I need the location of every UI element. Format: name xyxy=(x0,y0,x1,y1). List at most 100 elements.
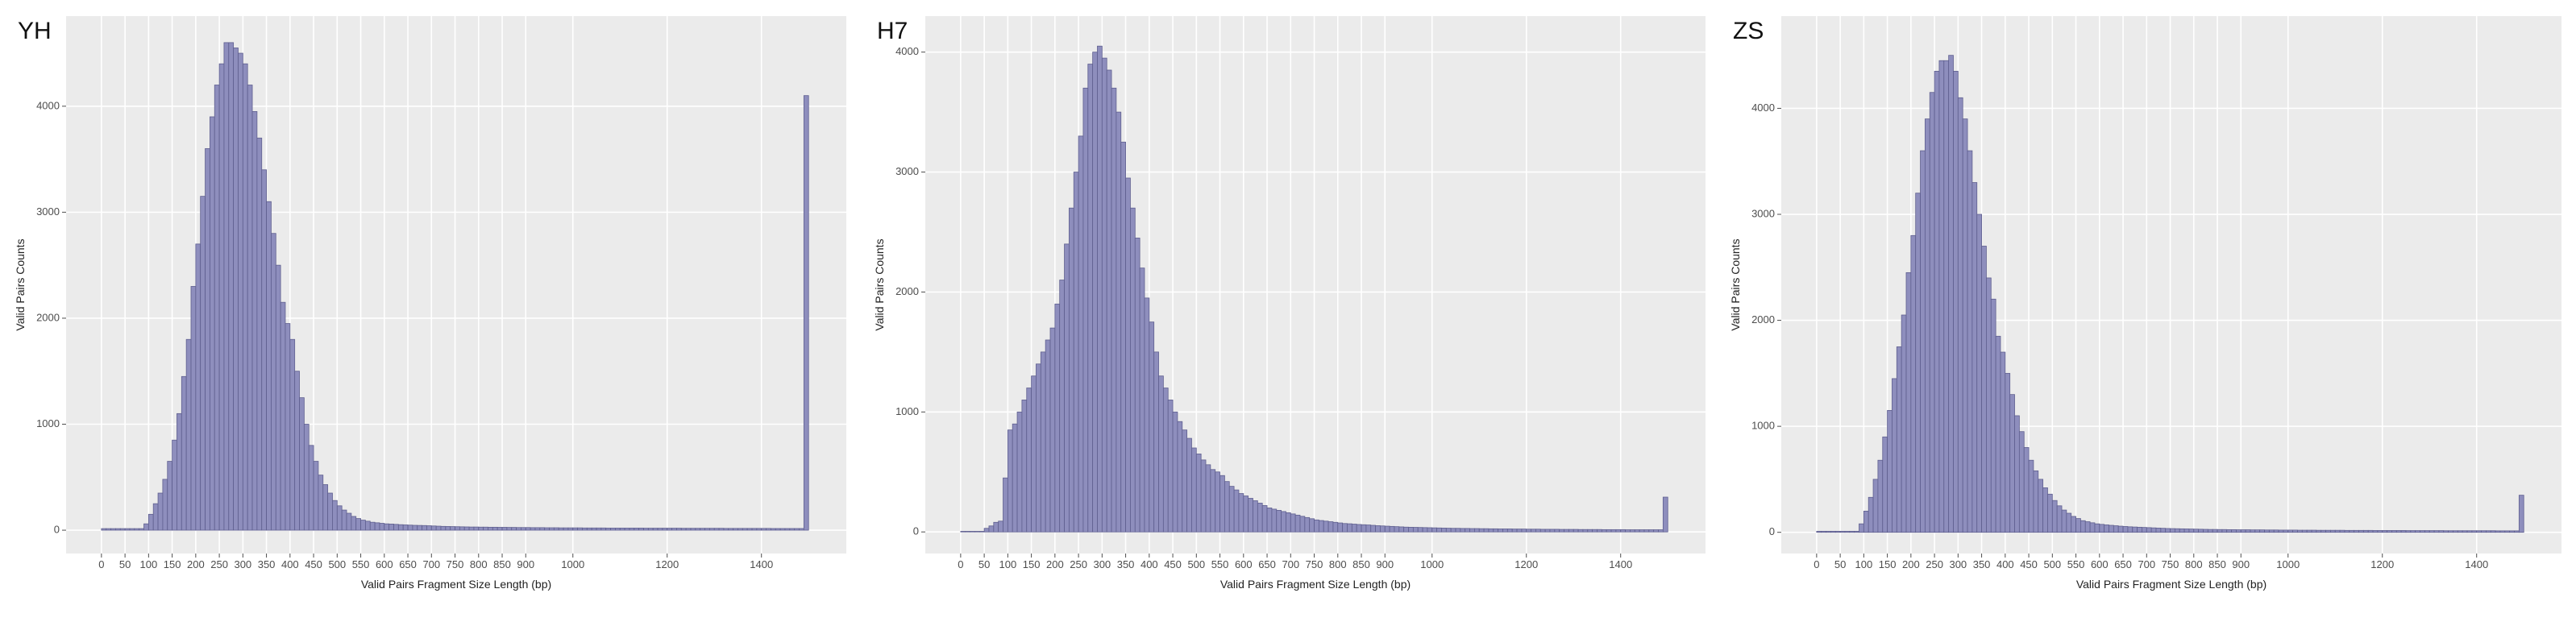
bar xyxy=(2264,529,2270,533)
bar xyxy=(2226,529,2232,533)
bar xyxy=(157,492,164,531)
bar xyxy=(468,526,475,531)
bar xyxy=(1092,52,1098,533)
bar xyxy=(558,527,564,531)
bar xyxy=(1195,454,1202,533)
bar xyxy=(2509,530,2515,533)
x-axis-title: Valid Pairs Fragment Size Length (bp) xyxy=(361,578,551,591)
bar xyxy=(605,528,611,531)
bar xyxy=(1962,118,1968,533)
bar xyxy=(1380,525,1386,533)
bar xyxy=(1981,246,1987,533)
bar xyxy=(2391,530,2397,533)
bar xyxy=(1134,238,1141,533)
bar xyxy=(1568,529,1574,533)
bar xyxy=(2217,529,2223,533)
bar xyxy=(756,528,762,531)
bar xyxy=(2424,530,2430,533)
bar xyxy=(1573,529,1579,533)
x-tick-label: 1200 xyxy=(1514,558,1538,570)
bar xyxy=(2453,530,2458,533)
bar xyxy=(1615,529,1622,533)
x-tick-label: 250 xyxy=(1926,558,1943,570)
y-axis-title: Valid Pairs Counts xyxy=(873,238,886,330)
bar xyxy=(1021,400,1028,533)
bar xyxy=(779,528,786,531)
bar xyxy=(1839,530,1846,533)
bar xyxy=(1266,508,1273,533)
bar xyxy=(1394,526,1400,533)
x-tick-label: 800 xyxy=(1329,558,1347,570)
bar xyxy=(1967,150,1973,533)
bar xyxy=(2146,527,2152,533)
bar xyxy=(1892,378,1897,533)
bar xyxy=(1896,346,1902,533)
bar xyxy=(1294,514,1301,533)
bar xyxy=(445,526,451,531)
bar xyxy=(2415,530,2420,533)
bar xyxy=(771,528,776,531)
bar xyxy=(369,521,376,531)
bar xyxy=(351,516,357,531)
bar xyxy=(1059,280,1065,533)
bar xyxy=(134,528,140,531)
panel-title: H7 xyxy=(877,18,908,44)
bar xyxy=(1172,411,1178,533)
bar xyxy=(2051,500,2058,533)
x-tick-label: 700 xyxy=(1282,558,1299,570)
bar xyxy=(1483,528,1490,533)
bar xyxy=(2367,529,2374,533)
bar xyxy=(473,526,480,531)
bar xyxy=(2250,529,2256,533)
bar xyxy=(2518,495,2524,533)
bar xyxy=(1375,525,1381,533)
x-tick-label: 1200 xyxy=(655,558,679,570)
bar xyxy=(784,528,791,531)
bar xyxy=(2429,530,2435,533)
bar xyxy=(2113,525,2119,533)
bar xyxy=(2240,529,2246,533)
bar xyxy=(1162,388,1169,533)
bar xyxy=(214,85,220,531)
bar xyxy=(1493,528,1499,533)
bar xyxy=(615,528,621,531)
x-tick-label: 700 xyxy=(422,558,440,570)
bar xyxy=(723,528,729,531)
bar xyxy=(1290,513,1296,533)
bar xyxy=(1521,529,1527,533)
bar xyxy=(2028,459,2034,533)
bar xyxy=(2457,530,2463,533)
x-tick-label: 300 xyxy=(234,558,251,570)
bar xyxy=(1078,135,1084,533)
bar xyxy=(960,531,966,533)
bar xyxy=(1587,529,1593,533)
bar xyxy=(2033,470,2039,533)
bar xyxy=(1910,234,1917,533)
bar xyxy=(2471,530,2478,533)
bar xyxy=(2183,529,2190,533)
bar xyxy=(1361,524,1367,533)
y-tick-label: 0 xyxy=(1769,525,1775,537)
bar xyxy=(1859,523,1864,533)
x-tick-label: 550 xyxy=(352,558,370,570)
bar xyxy=(2499,530,2506,533)
bar xyxy=(1821,530,1826,533)
bar xyxy=(2283,529,2289,533)
bar xyxy=(676,528,682,531)
bar xyxy=(2504,530,2511,533)
bar xyxy=(1219,475,1225,533)
bar xyxy=(2349,529,2355,533)
bar xyxy=(2410,530,2416,533)
bar xyxy=(2495,530,2501,533)
bar xyxy=(1012,423,1018,533)
bar xyxy=(1854,530,1859,533)
bar xyxy=(228,42,235,531)
bar xyxy=(478,526,484,531)
x-tick-label: 900 xyxy=(1376,558,1394,570)
bar xyxy=(794,528,800,531)
bar xyxy=(2127,526,2134,533)
bar xyxy=(332,500,338,531)
x-tick-label: 550 xyxy=(1211,558,1229,570)
bar xyxy=(525,527,531,531)
